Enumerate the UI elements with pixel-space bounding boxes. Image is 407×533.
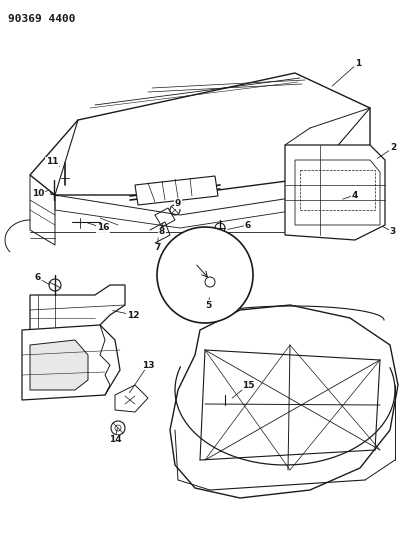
Circle shape xyxy=(39,344,51,356)
Text: 5: 5 xyxy=(205,301,211,310)
Text: 13: 13 xyxy=(142,360,154,369)
Polygon shape xyxy=(285,145,385,240)
Circle shape xyxy=(49,279,61,291)
Text: 16: 16 xyxy=(97,223,109,232)
Polygon shape xyxy=(22,325,120,400)
Polygon shape xyxy=(30,73,370,195)
Text: 8: 8 xyxy=(159,228,165,237)
Text: 4: 4 xyxy=(352,190,358,199)
Circle shape xyxy=(61,174,69,182)
Text: 15: 15 xyxy=(242,381,254,390)
Polygon shape xyxy=(30,340,88,390)
Text: 3: 3 xyxy=(390,228,396,237)
Text: 11: 11 xyxy=(46,157,58,166)
Circle shape xyxy=(39,369,51,381)
Text: 2: 2 xyxy=(390,143,396,152)
Circle shape xyxy=(62,372,74,384)
Polygon shape xyxy=(295,160,380,225)
Polygon shape xyxy=(115,385,148,412)
Circle shape xyxy=(170,205,180,215)
Circle shape xyxy=(124,394,136,406)
Circle shape xyxy=(157,227,253,323)
Circle shape xyxy=(59,359,71,371)
Circle shape xyxy=(215,223,225,233)
Text: 90369 4400: 90369 4400 xyxy=(8,14,76,24)
Polygon shape xyxy=(135,176,218,205)
Text: 10: 10 xyxy=(32,189,44,198)
Circle shape xyxy=(50,186,58,194)
Text: 7: 7 xyxy=(155,244,161,253)
Text: 12: 12 xyxy=(127,311,139,319)
Text: 9: 9 xyxy=(175,199,181,208)
Circle shape xyxy=(111,421,125,435)
Polygon shape xyxy=(30,285,125,330)
Polygon shape xyxy=(170,305,398,498)
Text: 6: 6 xyxy=(245,221,251,230)
Text: 14: 14 xyxy=(109,435,121,445)
Circle shape xyxy=(205,277,215,287)
Text: 1: 1 xyxy=(355,59,361,68)
Text: 6: 6 xyxy=(35,273,41,282)
Circle shape xyxy=(221,396,229,404)
